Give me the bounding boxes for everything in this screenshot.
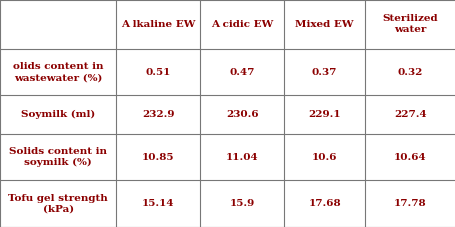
Text: 10.6: 10.6 — [311, 153, 337, 162]
Text: 10.85: 10.85 — [142, 153, 174, 162]
Text: Tofu gel strength
(kPa): Tofu gel strength (kPa) — [8, 194, 108, 214]
Text: 230.6: 230.6 — [225, 110, 258, 119]
Text: 0.37: 0.37 — [311, 68, 337, 77]
Text: 10.64: 10.64 — [393, 153, 426, 162]
Text: Solids content in
soymilk (%): Solids content in soymilk (%) — [9, 147, 107, 167]
Text: 227.4: 227.4 — [393, 110, 426, 119]
Text: 0.51: 0.51 — [145, 68, 171, 77]
Text: 17.68: 17.68 — [308, 199, 340, 208]
Text: Sterilized
water: Sterilized water — [382, 14, 437, 35]
Text: 0.47: 0.47 — [229, 68, 254, 77]
Text: A cidic EW: A cidic EW — [211, 20, 273, 29]
Text: 232.9: 232.9 — [142, 110, 174, 119]
Text: 0.32: 0.32 — [397, 68, 422, 77]
Text: 11.04: 11.04 — [225, 153, 258, 162]
Text: 15.14: 15.14 — [142, 199, 174, 208]
Text: 229.1: 229.1 — [308, 110, 340, 119]
Text: Soymilk (ml): Soymilk (ml) — [21, 110, 95, 119]
Text: Mixed EW: Mixed EW — [295, 20, 353, 29]
Text: 17.78: 17.78 — [393, 199, 426, 208]
Text: A lkaline EW: A lkaline EW — [121, 20, 195, 29]
Text: olids content in
wastewater (%): olids content in wastewater (%) — [13, 62, 103, 82]
Text: 15.9: 15.9 — [229, 199, 254, 208]
